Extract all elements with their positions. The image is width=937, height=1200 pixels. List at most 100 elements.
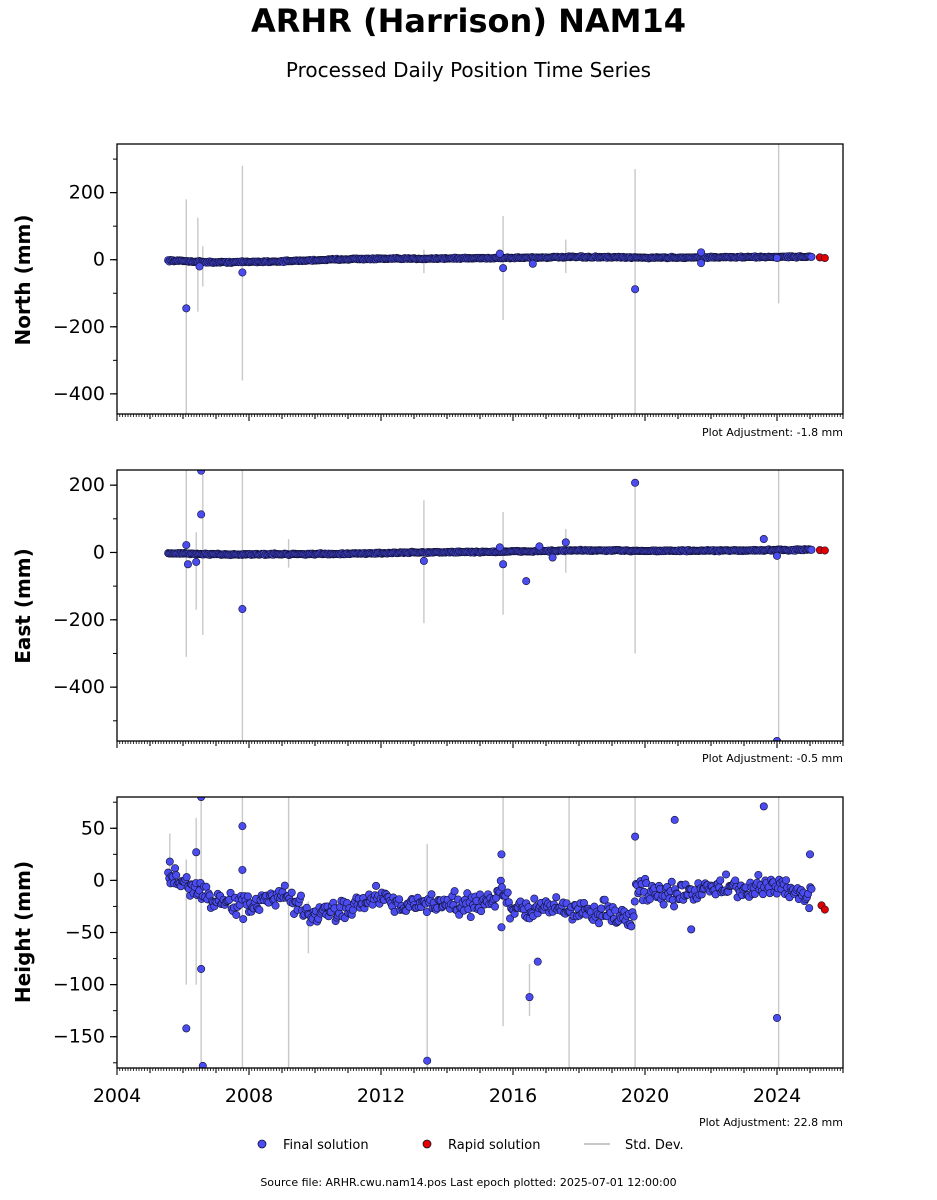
final-point: [807, 884, 816, 893]
stddev-line-icon: [584, 1143, 610, 1145]
y-axis-label: North (mm): [11, 214, 35, 345]
legend: Final solution Rapid solution Std. Dev.: [0, 1137, 937, 1157]
final-point: [631, 478, 640, 487]
y-tick-label: 50: [81, 817, 105, 839]
final-point: [528, 259, 537, 268]
final-point: [552, 893, 561, 902]
y-tick-label: −200: [53, 609, 105, 631]
plot-frame: [116, 143, 844, 415]
final-point: [243, 892, 252, 901]
y-axis-label: Height (mm): [11, 861, 35, 1003]
y-tick-label: −150: [53, 1026, 105, 1048]
rapid-point: [820, 905, 829, 914]
final-point: [172, 871, 181, 880]
legend-rapid-label: Rapid solution: [448, 1138, 541, 1153]
plot-adjustment-note: Plot Adjustment: -1.8 mm: [702, 426, 843, 439]
final-point: [670, 815, 679, 824]
final-point: [395, 895, 404, 904]
final-point: [422, 908, 431, 917]
final-point: [722, 870, 731, 879]
x-tick-label: 2008: [225, 1085, 273, 1107]
final-point: [171, 864, 180, 873]
final-point: [192, 848, 201, 857]
final-point: [630, 897, 639, 906]
final-point: [687, 925, 696, 934]
final-point: [182, 1024, 191, 1033]
final-point: [182, 304, 191, 313]
final-point: [287, 888, 296, 897]
final-point: [280, 881, 289, 890]
final-point: [495, 543, 504, 552]
final-point: [805, 850, 814, 859]
final-point: [427, 890, 436, 899]
y-tick-label: 0: [93, 541, 105, 563]
x-tick-label: 2012: [357, 1085, 405, 1107]
legend-std-label: Std. Dev.: [625, 1138, 684, 1153]
final-point: [772, 1013, 781, 1022]
final-point: [772, 551, 781, 560]
legend-rapid: Rapid solution: [420, 1137, 540, 1153]
final-point: [497, 850, 506, 859]
final-point: [561, 538, 570, 547]
final-point: [594, 919, 603, 928]
panel-north: 200 0 −200 −400 North (mm) Plot Adjustment: -…: [11, 143, 844, 439]
plot-adjustment-note: Plot Adjustment: -0.5 mm: [702, 752, 843, 765]
final-point: [805, 904, 814, 913]
legend-final-label: Final solution: [283, 1138, 369, 1153]
final-point: [807, 252, 816, 261]
final-point: [530, 894, 539, 903]
y-tick-label: 200: [69, 474, 105, 496]
final-point: [197, 470, 206, 475]
final-point: [450, 887, 459, 896]
final-point: [627, 922, 636, 931]
final-point: [198, 1061, 207, 1068]
final-point: [238, 605, 247, 614]
final-point: [372, 881, 381, 890]
final-point: [759, 535, 768, 544]
final-point: [497, 923, 506, 932]
y-tick-label: 0: [93, 249, 105, 271]
x-tick-label: 2020: [621, 1085, 669, 1107]
final-point: [533, 957, 542, 966]
y-tick-label: −100: [53, 974, 105, 996]
final-point: [226, 888, 235, 897]
final-point: [182, 541, 191, 550]
final-point: [197, 797, 206, 801]
rapid-point: [820, 254, 829, 263]
chart-subtitle: Processed Daily Position Time Series: [285, 58, 652, 82]
final-point: [497, 883, 506, 892]
final-point: [670, 902, 679, 911]
final-point: [754, 870, 763, 879]
panel-height: 50 0 −50 −100 −150 2004 2008 2012 2016 2020 2024 He…: [11, 796, 844, 1129]
plot-frame: [116, 469, 844, 742]
legend-std: Std. Dev.: [583, 1137, 684, 1153]
final-point: [165, 857, 174, 866]
rapid-marker-icon: [422, 1139, 432, 1149]
final-point: [195, 262, 204, 271]
source-footer: Source file: ARHR.cwu.nam14.pos Last epo…: [260, 1176, 677, 1189]
final-point: [238, 268, 247, 277]
final-point: [631, 832, 640, 841]
final-point: [239, 915, 248, 924]
final-point: [522, 577, 531, 586]
final-point: [419, 556, 428, 565]
final-point: [697, 248, 706, 257]
final-point: [197, 510, 206, 519]
final-point: [759, 802, 768, 811]
final-point: [716, 876, 725, 885]
y-tick-label: −200: [53, 316, 105, 338]
final-point: [232, 910, 241, 919]
final-point: [535, 542, 544, 551]
y-axis-label: East (mm): [11, 548, 35, 664]
final-point: [192, 557, 201, 566]
final-point: [255, 905, 264, 914]
chart-title: ARHR (Harrison) NAM14: [251, 2, 686, 40]
final-point: [496, 876, 505, 885]
final-point: [807, 545, 816, 554]
final-point: [667, 877, 676, 886]
plot-adjustment-note: Plot Adjustment: 22.8 mm: [699, 1116, 843, 1129]
final-point: [629, 912, 638, 921]
y-tick-label: −400: [53, 676, 105, 698]
y-tick-label: 200: [69, 182, 105, 204]
final-point: [296, 891, 305, 900]
